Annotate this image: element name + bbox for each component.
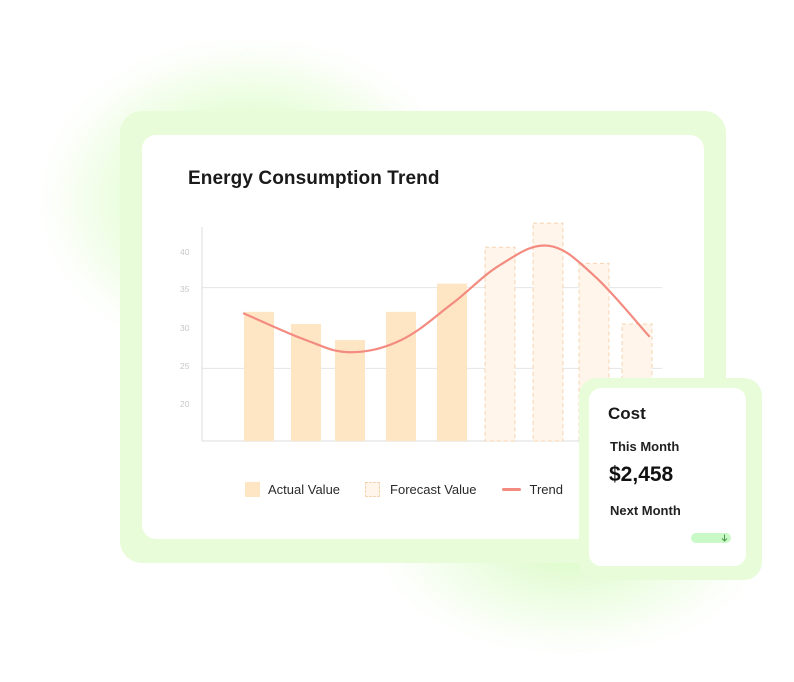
this-month-value: $2,458	[609, 463, 674, 486]
legend-label-trend: Trend	[529, 481, 563, 497]
next-month-trend-badge	[691, 533, 731, 543]
arrow-down-icon	[721, 534, 728, 542]
legend-swatch-forecast	[365, 481, 381, 497]
legend-label-forecast: Forecast Value	[390, 481, 477, 497]
bar-actual-1	[291, 323, 321, 441]
chart-legend: Actual Value Forecast Value Trend	[245, 478, 588, 500]
y-tick-label-4: 40	[180, 247, 190, 257]
bar-actual-0	[244, 311, 274, 441]
cost-title: Cost	[608, 404, 646, 423]
y-tick-label-1: 25	[180, 361, 190, 371]
chart-title: Energy Consumption Trend	[188, 168, 440, 189]
y-tick-label-2: 30	[180, 323, 190, 333]
trend-line	[242, 244, 651, 354]
legend-swatch-actual	[245, 481, 260, 497]
legend-item-actual[interactable]: Actual Value	[245, 481, 341, 497]
bar-forecast-5	[484, 246, 516, 442]
legend-label-actual: Actual Value	[268, 481, 341, 497]
legend-item-forecast[interactable]: Forecast Value	[365, 481, 477, 497]
y-tick-label-3: 35	[180, 284, 190, 294]
legend-item-trend[interactable]: Trend	[501, 481, 563, 497]
bar-actual-3	[386, 311, 416, 441]
cost-card: Cost This Month $2,458 Next Month	[589, 388, 746, 566]
bar-actual-4	[437, 283, 467, 441]
next-month-label: Next Month	[610, 503, 681, 518]
legend-swatch-trend	[501, 487, 521, 491]
y-tick-label-0: 20	[180, 399, 190, 409]
bar-forecast-6	[532, 222, 564, 442]
bar-actual-2	[335, 340, 365, 441]
this-month-label: This Month	[610, 439, 680, 454]
